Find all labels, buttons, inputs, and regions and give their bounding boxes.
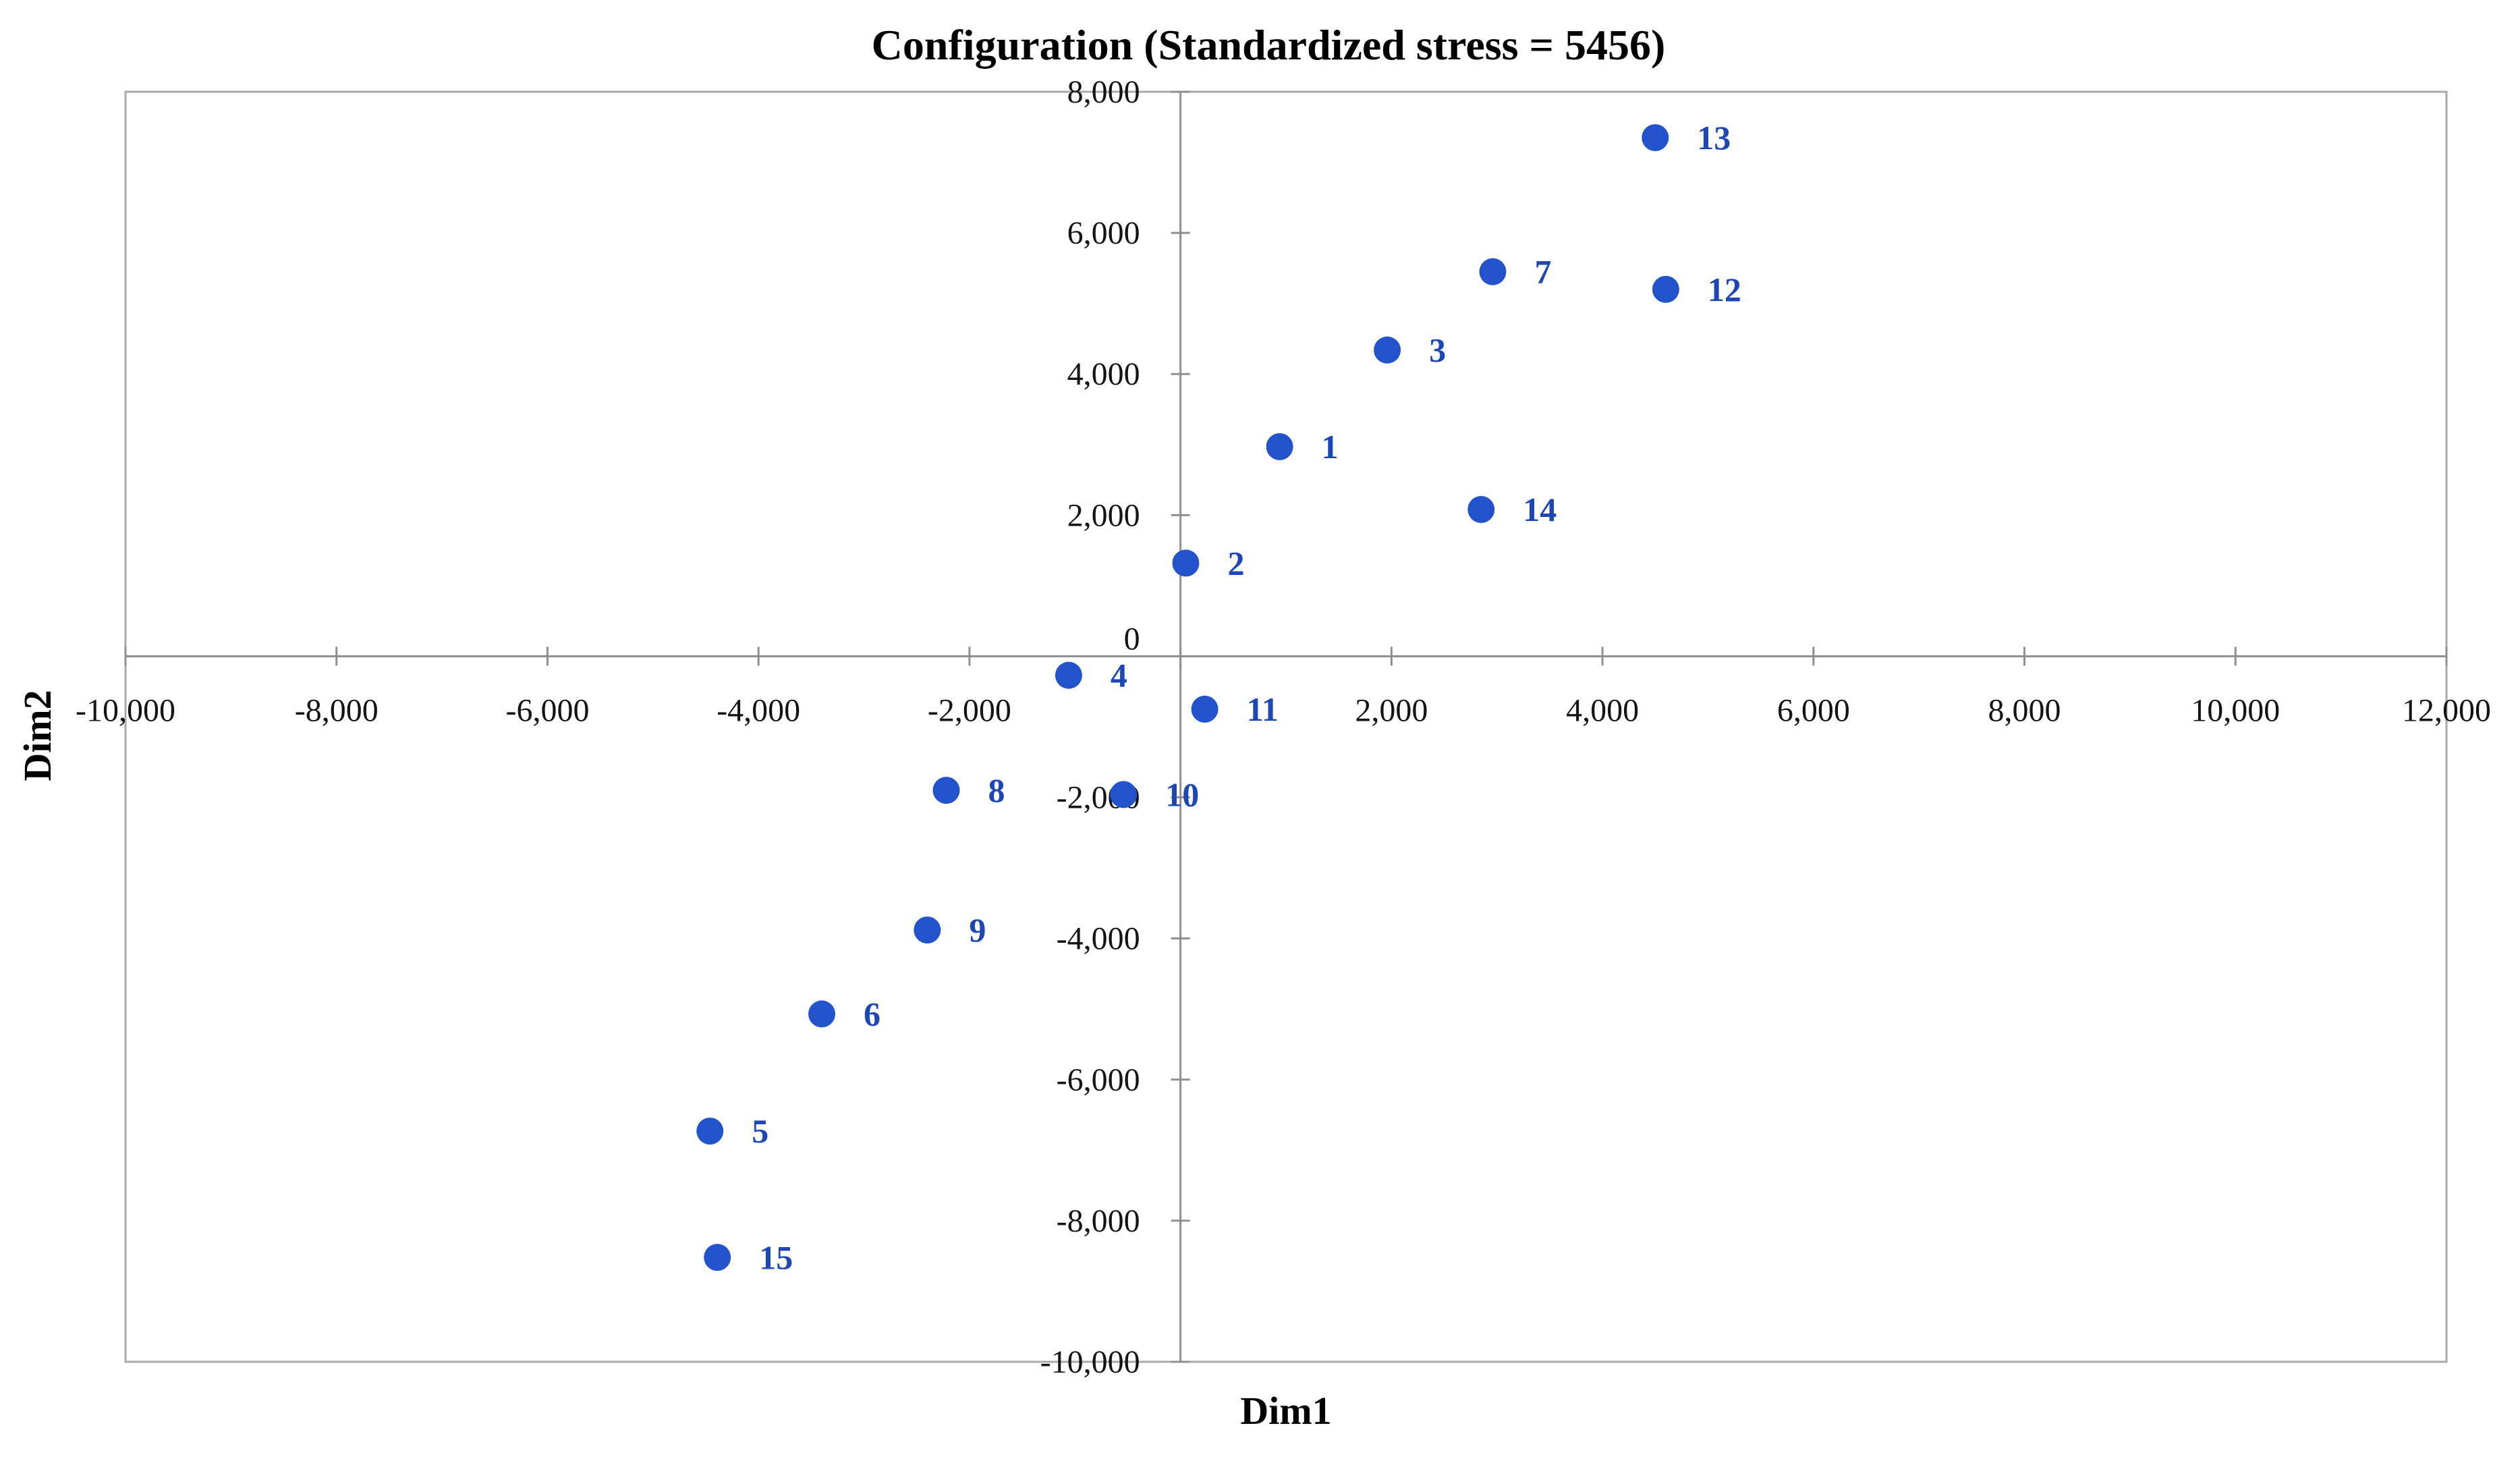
- x-tick-label: 4,000: [1566, 692, 1639, 728]
- data-point: [1266, 433, 1293, 460]
- y-tick-label: 2,000: [1067, 497, 1140, 533]
- chart-title: Configuration (Standardized stress = 545…: [872, 21, 1666, 69]
- x-tick-label: -4,000: [717, 692, 800, 728]
- data-point: [1374, 336, 1401, 364]
- data-point-label: 7: [1534, 253, 1551, 291]
- data-point-label: 12: [1708, 271, 1741, 308]
- y-tick-label: 6,000: [1067, 215, 1140, 251]
- data-point-label: 6: [864, 995, 880, 1033]
- y-tick-label: -8,000: [1057, 1203, 1140, 1239]
- data-point: [932, 777, 960, 804]
- data-point: [1172, 549, 1200, 577]
- data-point: [704, 1244, 731, 1271]
- y-tick-label: -6,000: [1057, 1062, 1140, 1098]
- data-point-label: 4: [1111, 657, 1127, 694]
- data-point: [1110, 781, 1138, 808]
- data-point-label: 8: [988, 771, 1005, 809]
- y-tick-label: -4,000: [1057, 921, 1140, 957]
- data-point: [696, 1118, 724, 1145]
- data-point: [808, 1000, 835, 1028]
- plot-area: -10,000 -8,000 -6,000 -4,000 -2,000 2,000 4,00…: [76, 74, 2491, 1380]
- data-point-label: 9: [969, 911, 986, 949]
- data-point-label: 13: [1697, 119, 1731, 157]
- data-point: [914, 916, 941, 944]
- data-point-label: 2: [1227, 544, 1244, 582]
- y-tick-label: 0: [1124, 621, 1140, 657]
- data-point-label: 5: [752, 1112, 768, 1150]
- data-point-label: 14: [1523, 491, 1557, 528]
- x-tick-label: 12,000: [2402, 692, 2491, 728]
- x-tick-label: 2,000: [1355, 692, 1428, 728]
- x-tick-label: -10,000: [76, 692, 175, 728]
- x-tick-label: -6,000: [505, 692, 589, 728]
- data-point: [1479, 258, 1507, 285]
- x-tick-label: 8,000: [1988, 692, 2061, 728]
- data-point-label: 10: [1165, 775, 1199, 813]
- y-tick-label: 4,000: [1067, 356, 1140, 392]
- y-tick-label: 8,000: [1067, 74, 1140, 110]
- x-tick-label: 6,000: [1777, 692, 1850, 728]
- data-point: [1642, 123, 1669, 151]
- data-point: [1191, 695, 1219, 723]
- plot-border: [124, 90, 2448, 1363]
- data-point-label: 1: [1322, 428, 1339, 466]
- data-point: [1652, 275, 1679, 303]
- data-point: [1467, 495, 1495, 523]
- y-tick-label: -10,000: [1040, 1344, 1140, 1380]
- data-point-label: 15: [759, 1238, 793, 1276]
- x-tick-label: -2,000: [928, 692, 1011, 728]
- data-point-label: 11: [1247, 690, 1279, 728]
- data-point-label: 3: [1429, 331, 1446, 369]
- x-axis-title: Dim1: [1240, 1389, 1331, 1433]
- data-point: [1055, 661, 1082, 689]
- y-axis-title: Dim2: [16, 690, 59, 781]
- x-tick-label: 10,000: [2191, 692, 2280, 728]
- x-tick-label: -8,000: [295, 692, 379, 728]
